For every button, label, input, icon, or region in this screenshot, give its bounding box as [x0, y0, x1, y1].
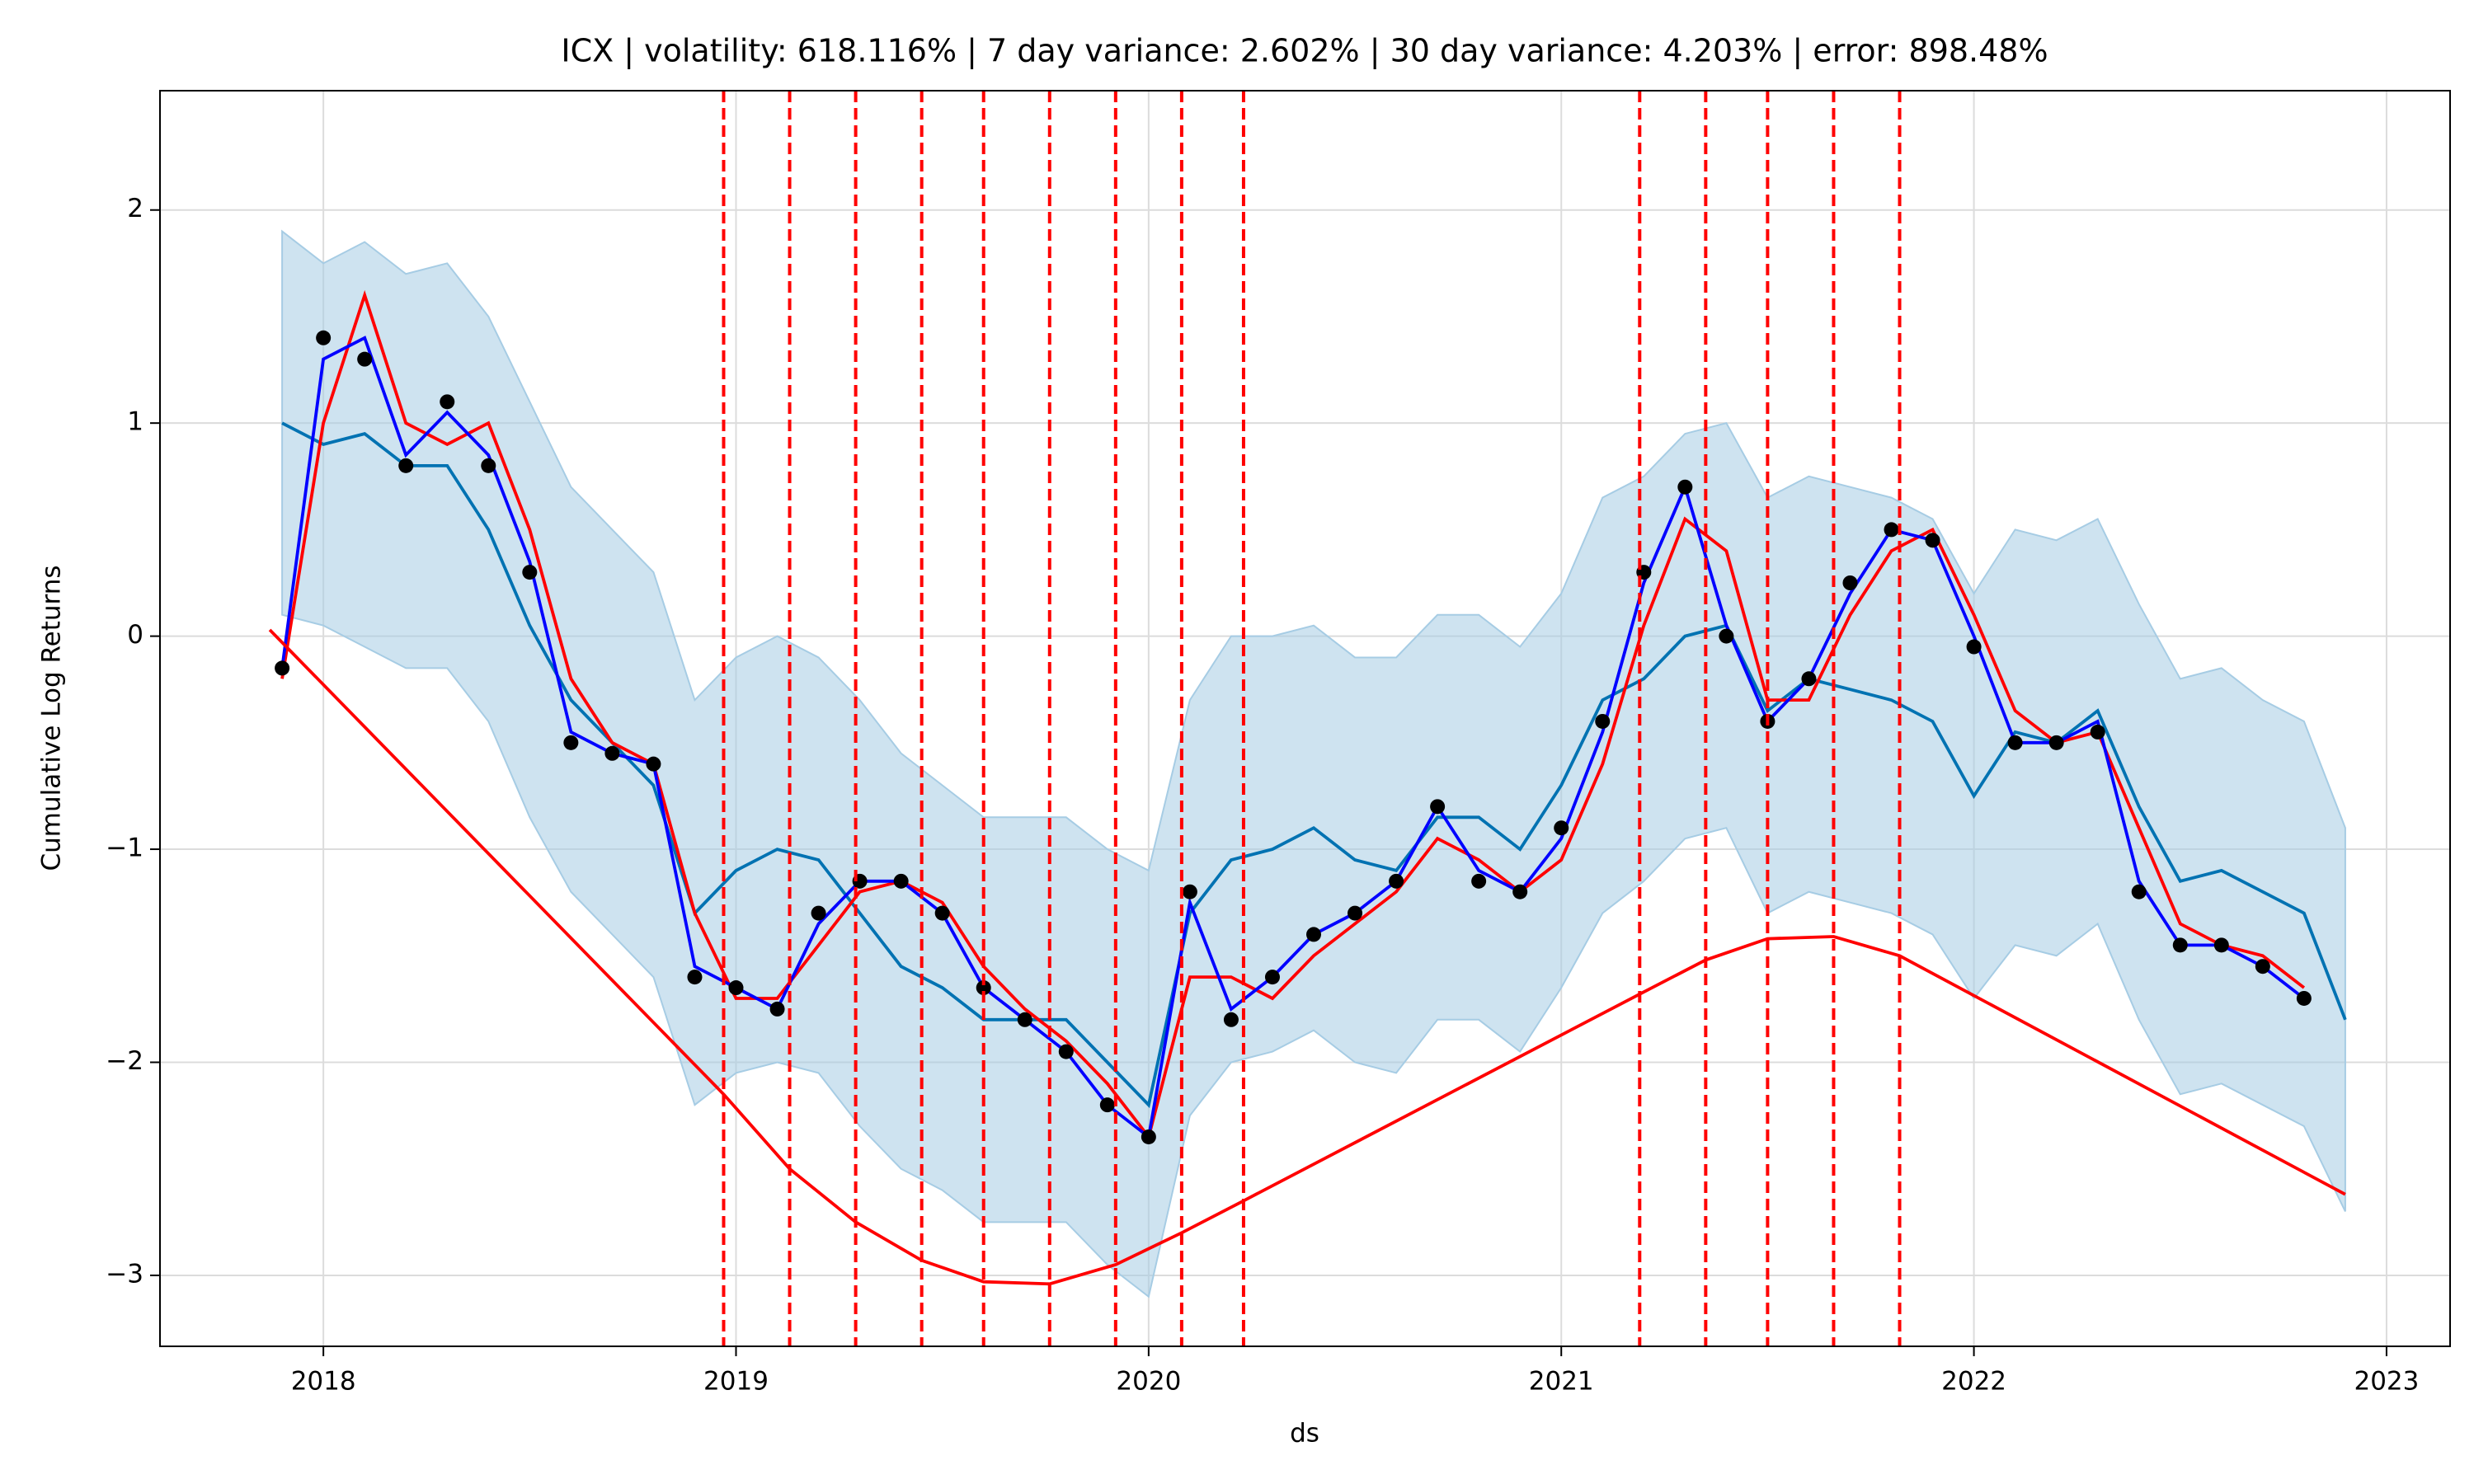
observed-point — [522, 565, 538, 580]
observed-point — [604, 745, 620, 761]
observed-point — [2296, 990, 2312, 1006]
observed-point — [769, 1001, 785, 1017]
observed-point — [2131, 884, 2147, 899]
observed-point — [275, 660, 290, 676]
observed-point — [316, 330, 332, 345]
x-tick-label: 2020 — [1116, 1367, 1181, 1397]
observed-point — [1306, 927, 1322, 942]
observed-point — [728, 980, 744, 996]
observed-point — [1223, 1012, 1239, 1027]
y-tick-label: −1 — [106, 834, 143, 863]
y-tick-label: 0 — [127, 620, 143, 650]
uncertainty-band — [281, 229, 2346, 1298]
x-tick-label: 2019 — [703, 1367, 769, 1397]
observed-point — [1058, 1044, 1074, 1059]
observed-point — [1595, 713, 1611, 729]
x-tick-label: 2022 — [1941, 1367, 2006, 1397]
observed-point — [398, 458, 414, 473]
observed-point — [1512, 884, 1528, 899]
observed-point — [1348, 905, 1363, 921]
observed-point — [934, 905, 950, 921]
observed-point — [1017, 1012, 1032, 1027]
observed-point — [1842, 575, 1858, 591]
observed-point — [976, 980, 991, 996]
x-tick-label: 2018 — [291, 1367, 356, 1397]
chart-title: ICX | volatility: 618.116% | 7 day varia… — [561, 33, 2048, 70]
observed-point — [811, 905, 826, 921]
x-axis-label: ds — [1290, 1419, 1319, 1449]
x-tick-label: 2021 — [1529, 1367, 1594, 1397]
y-tick-label: 1 — [127, 407, 143, 437]
observed-point — [1554, 820, 1569, 836]
observed-point — [1430, 799, 1446, 815]
observed-point — [1264, 970, 1280, 985]
observed-point — [1677, 479, 1693, 495]
observed-point — [481, 458, 496, 473]
observed-point — [1099, 1097, 1115, 1113]
series-line — [280, 289, 2306, 1141]
observed-point — [2213, 937, 2229, 953]
observed-point — [687, 970, 703, 985]
y-tick-label: −2 — [106, 1046, 143, 1076]
observed-point — [1182, 884, 1197, 899]
y-tick-label: −3 — [106, 1259, 143, 1289]
observed-point — [1719, 628, 1734, 644]
observed-point — [1884, 522, 1899, 538]
observed-point — [2255, 959, 2270, 974]
observed-point — [440, 394, 455, 410]
observed-point — [1141, 1129, 1156, 1144]
observed-point — [563, 735, 579, 750]
series-line — [268, 628, 2346, 1286]
observed-point — [1801, 671, 1817, 687]
observed-point — [1471, 873, 1487, 889]
observed-point — [2172, 937, 2188, 953]
observed-point — [357, 351, 373, 367]
observed-point — [1925, 533, 1940, 548]
y-tick-label: 2 — [127, 194, 143, 223]
plot-frame — [159, 90, 2451, 1347]
observed-point — [1966, 639, 1982, 655]
x-tick-label: 2023 — [2354, 1367, 2419, 1397]
observed-point — [1389, 873, 1404, 889]
observed-point — [2007, 735, 2023, 750]
observed-point — [893, 873, 909, 889]
y-axis-label: Cumulative Log Returns — [37, 565, 67, 871]
observed-point — [646, 756, 661, 772]
observed-point — [2048, 735, 2064, 750]
observed-point — [2090, 724, 2105, 740]
